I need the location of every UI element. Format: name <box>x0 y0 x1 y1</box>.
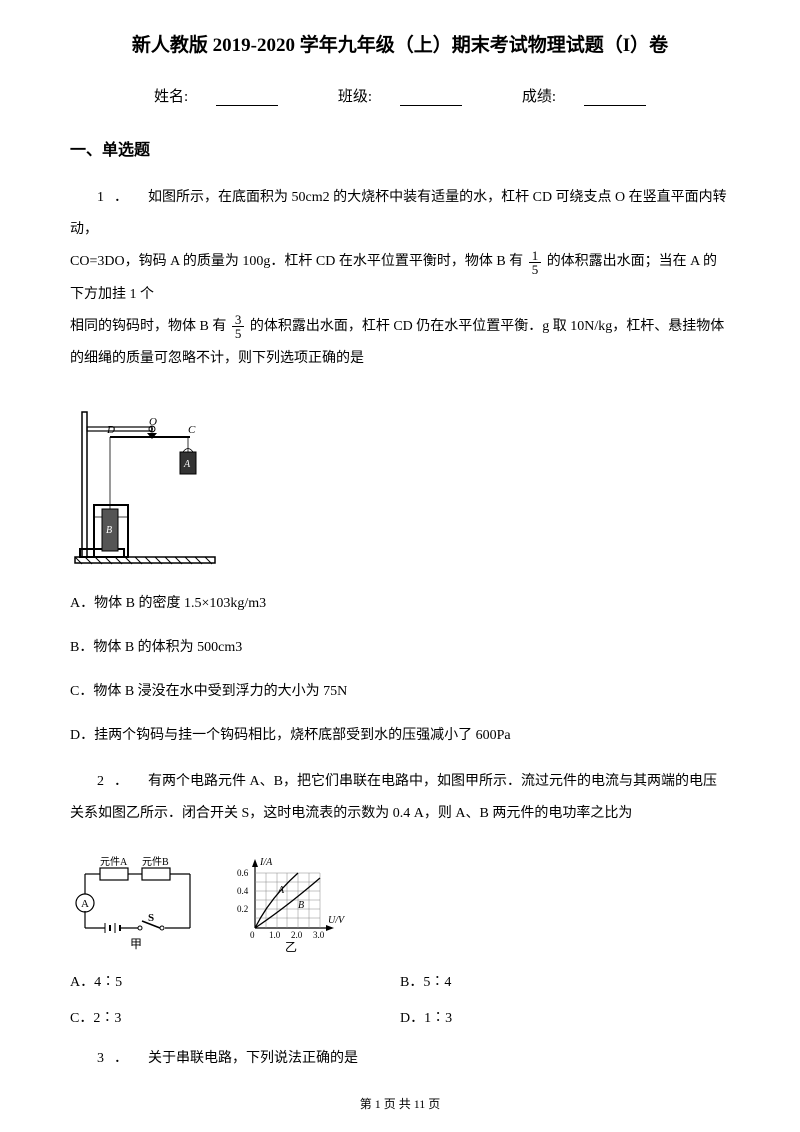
name-blank[interactable] <box>216 90 278 106</box>
section-1-header: 一、单选题 <box>70 136 730 160</box>
svg-text:2.0: 2.0 <box>291 930 303 940</box>
q2-dot: ． <box>114 774 128 789</box>
svg-text:D: D <box>106 424 115 436</box>
q2-option-d: D．1∶3 <box>400 1007 730 1027</box>
q3-text: 关于串联电路，下列说法正确的是 <box>148 1051 358 1066</box>
svg-text:B: B <box>106 525 112 536</box>
q1-text-4: 相同的钩码时，物体 B 有 <box>70 319 226 334</box>
svg-text:1.0: 1.0 <box>269 930 281 940</box>
q3-dot: ． <box>114 1051 128 1066</box>
svg-text:B: B <box>298 900 304 911</box>
q1-option-a: A．物体 B 的密度 1.5×103kg/m3 <box>70 590 730 618</box>
svg-text:乙: 乙 <box>285 940 297 953</box>
q1-option-d: D．挂两个钩码与挂一个钩码相比，烧杯底部受到水的压强减小了 600Pa <box>70 722 730 750</box>
svg-text:A: A <box>81 898 89 910</box>
svg-text:S: S <box>148 912 154 924</box>
svg-text:3.0: 3.0 <box>313 930 325 940</box>
q2-options-row2: C．2∶3 D．1∶3 <box>70 1007 730 1027</box>
class-label: 班级: <box>324 89 476 105</box>
svg-text:A: A <box>277 885 285 896</box>
svg-text:元件A: 元件A <box>100 856 128 868</box>
question-2: 2 ．有两个电路元件 A、B，把它们串联在电路中，如图甲所示．流过元件的电流与其两… <box>70 766 730 830</box>
svg-text:U/V: U/V <box>328 915 346 926</box>
q1-text-2: CO=3DO，钩码 A 的质量为 100g．杠杆 CD 在水平位置平衡时，物体 … <box>70 254 523 269</box>
q1-option-c: C．物体 B 浸没在水中受到浮力的大小为 75N <box>70 678 730 706</box>
question-3: 3 ． 关于串联电路，下列说法正确的是 <box>70 1043 730 1075</box>
svg-text:元件B: 元件B <box>142 856 169 868</box>
class-blank[interactable] <box>400 90 462 106</box>
svg-text:0.4: 0.4 <box>237 886 249 896</box>
q2-text: 有两个电路元件 A、B，把它们串联在电路中，如图甲所示．流过元件的电流与其两端的… <box>70 774 717 821</box>
q1-dot: ． <box>114 190 128 205</box>
q2-option-a: A．4∶5 <box>70 971 400 991</box>
q2-figure: 元件A 元件B S A 甲 I/A U/V 0 <box>70 853 730 953</box>
q2-num: 2 <box>70 766 104 798</box>
q2-option-b: B．5∶4 <box>400 971 730 991</box>
score-blank[interactable] <box>584 90 646 106</box>
page-footer: 第 1 页 共 11 页 <box>0 1095 800 1112</box>
svg-text:I/A: I/A <box>259 857 273 868</box>
svg-text:0: 0 <box>250 930 255 940</box>
q2-options-row1: A．4∶5 B．5∶4 <box>70 971 730 991</box>
svg-text:O: O <box>149 416 157 428</box>
svg-text:甲: 甲 <box>130 937 142 951</box>
q1-fraction-2: 35 <box>232 313 245 340</box>
svg-text:A: A <box>183 459 191 470</box>
q1-text-1: 如图所示，在底面积为 50cm2 的大烧杯中装有适量的水，杠杆 CD 可绕支点 … <box>70 190 727 237</box>
q1-option-b: B．物体 B 的体积为 500cm3 <box>70 634 730 662</box>
svg-text:0.6: 0.6 <box>237 868 249 878</box>
q1-fraction-1: 15 <box>529 249 542 276</box>
q1-figure: D O C B A <box>70 397 730 572</box>
exam-title: 新人教版 2019-2020 学年九年级（上）期末考试物理试题（I）卷 <box>70 30 730 57</box>
q1-num: 1 <box>70 182 104 214</box>
score-label: 成绩: <box>508 89 660 105</box>
name-label: 姓名: <box>140 89 292 105</box>
question-1: 1 ．如图所示，在底面积为 50cm2 的大烧杯中装有适量的水，杠杆 CD 可绕支… <box>70 182 730 375</box>
q3-num: 3 <box>70 1043 104 1075</box>
student-info-line: 姓名: 班级: 成绩: <box>70 85 730 106</box>
svg-text:0.2: 0.2 <box>237 904 248 914</box>
q2-option-c: C．2∶3 <box>70 1007 400 1027</box>
svg-text:C: C <box>188 424 196 436</box>
